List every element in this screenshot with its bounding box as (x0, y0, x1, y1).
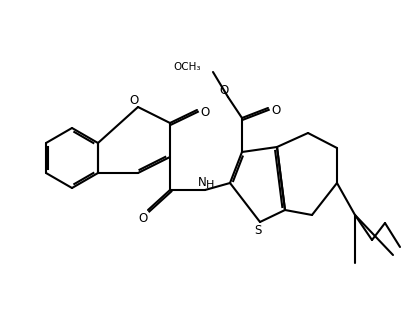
Text: N: N (197, 176, 206, 190)
Text: O: O (138, 212, 148, 225)
Text: O: O (129, 94, 139, 106)
Text: OCH₃: OCH₃ (173, 62, 201, 72)
Text: O: O (220, 84, 228, 96)
Text: O: O (271, 104, 281, 116)
Text: S: S (254, 225, 262, 237)
Text: H: H (206, 180, 214, 190)
Text: O: O (200, 106, 210, 120)
